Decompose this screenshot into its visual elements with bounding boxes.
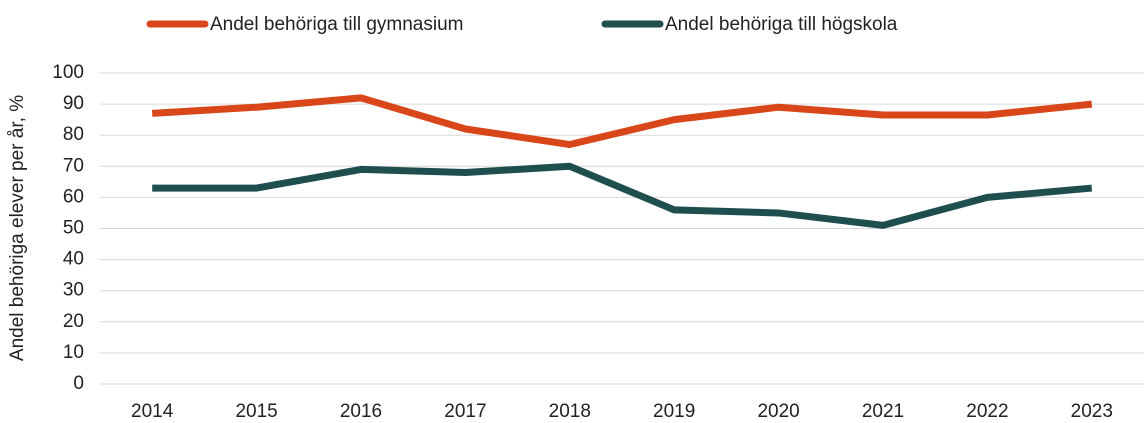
x-tick-label: 2018 xyxy=(549,401,591,422)
line-series xyxy=(151,94,1093,149)
y-tick-label: 20 xyxy=(63,311,84,332)
y-tick-label: 100 xyxy=(52,62,84,83)
x-tick-label: 2023 xyxy=(1071,401,1113,422)
x-tick-label: 2017 xyxy=(444,401,486,422)
x-tick-label: 2016 xyxy=(340,401,382,422)
y-tick-label: 90 xyxy=(63,93,84,114)
y-tick-label: 80 xyxy=(63,124,84,145)
y-tick-label: 40 xyxy=(63,249,84,270)
legend-label: Andel behöriga till högskola xyxy=(665,14,898,35)
y-axis-label: Andel behöriga elever per år, % xyxy=(7,95,28,361)
legend-label: Andel behöriga till gymnasium xyxy=(210,14,463,35)
y-tick-label: 60 xyxy=(63,186,84,207)
y-tick-label: 70 xyxy=(63,155,84,176)
x-tick-label: 2015 xyxy=(235,401,277,422)
x-tick-label: 2020 xyxy=(757,401,799,422)
x-tick-label: 2021 xyxy=(862,401,904,422)
y-tick-label: 0 xyxy=(73,373,84,394)
x-tick-label: 2019 xyxy=(653,401,695,422)
y-tick-label: 50 xyxy=(63,218,84,239)
x-tick-label: 2014 xyxy=(131,401,174,422)
x-tick-label: 2022 xyxy=(966,401,1008,422)
y-tick-label: 30 xyxy=(63,280,84,301)
y-tick-label: 10 xyxy=(63,342,84,363)
line-series xyxy=(152,162,1093,229)
